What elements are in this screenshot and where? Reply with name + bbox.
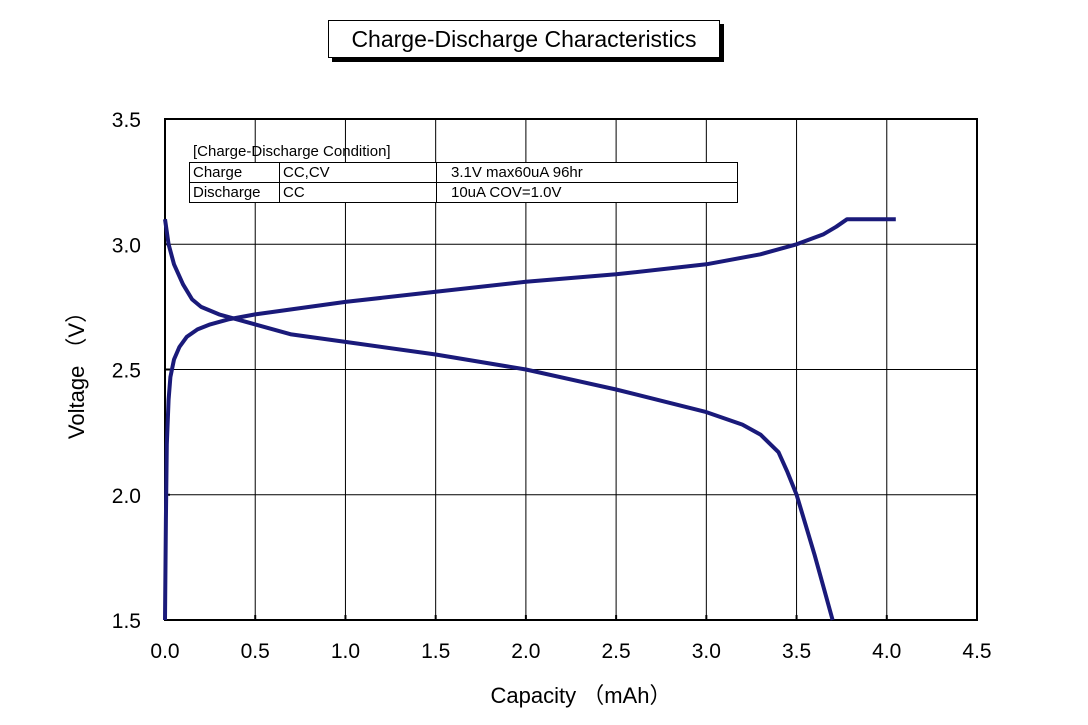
condition-mode: CC,CV [279, 162, 437, 183]
y-axis-label: Voltage （V） [64, 301, 89, 439]
series-layer [163, 217, 896, 621]
condition-label: Discharge [189, 182, 280, 203]
x-tick-label: 2.5 [602, 640, 631, 663]
x-axis-label: Capacity （mAh） [491, 683, 672, 708]
condition-table: Charge CC,CV 3.1V max60uA 96hr Discharge… [189, 162, 738, 203]
y-tick-label: 1.5 [112, 610, 141, 633]
condition-detail: 10uA COV=1.0V [436, 182, 738, 203]
condition-row-discharge: Discharge CC 10uA COV=1.0V [189, 182, 738, 203]
charge-series-line [163, 217, 896, 621]
y-tick-label: 2.0 [112, 485, 141, 508]
condition-caption: [Charge-Discharge Condition] [193, 143, 391, 160]
x-tick-label: 0.5 [241, 640, 270, 663]
chart-title: Charge-Discharge Characteristics [328, 20, 720, 58]
x-tick-label: 0.0 [150, 640, 179, 663]
condition-label: Charge [189, 162, 280, 183]
condition-mode: CC [279, 182, 437, 203]
discharge-series-line [163, 218, 835, 621]
y-tick-label: 2.5 [112, 360, 141, 383]
x-tick-label: 1.0 [331, 640, 360, 663]
condition-row-charge: Charge CC,CV 3.1V max60uA 96hr [189, 162, 738, 183]
x-tick-label: 4.5 [962, 640, 991, 663]
x-tick-label: 4.0 [872, 640, 901, 663]
y-tick-label: 3.5 [112, 109, 141, 132]
x-tick-label: 3.0 [692, 640, 721, 663]
condition-detail: 3.1V max60uA 96hr [436, 162, 738, 183]
x-tick-label: 2.0 [511, 640, 540, 663]
x-tick-label: 3.5 [782, 640, 811, 663]
y-tick-label: 3.0 [112, 234, 141, 257]
tick-layer: 0.0 0.5 1.0 1.5 2.0 2.5 3.0 3.5 4.0 4.5 1.5 2.0 2.5 3… [112, 109, 992, 663]
x-tick-label: 1.5 [421, 640, 450, 663]
